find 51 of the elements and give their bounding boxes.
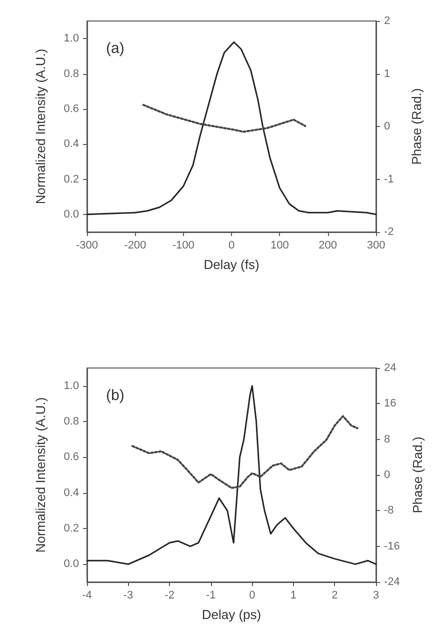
x-tick-label: 100 xyxy=(270,240,289,252)
line-series xyxy=(86,41,377,216)
x-tick-label: 200 xyxy=(318,240,338,252)
x-tick-label: 300 xyxy=(366,240,386,252)
y2-tick-label: -16 xyxy=(384,540,400,552)
x-tick-label: -200 xyxy=(124,240,146,252)
x-axis-title: Delay (ps) xyxy=(202,607,262,622)
y2-axis-title: Phase (Rad.) xyxy=(409,88,424,165)
x-tick-label: -4 xyxy=(82,590,92,602)
y2-tick-label: -2 xyxy=(384,226,394,238)
y2-tick-label: 0 xyxy=(384,120,390,132)
y-axis-title: Normalized Intensity (A.U.) xyxy=(33,397,48,553)
annotation: (b) xyxy=(106,387,124,404)
y2-tick-label: 0 xyxy=(384,469,390,481)
y-tick-label: 0.2 xyxy=(64,173,79,186)
line-series xyxy=(142,104,306,133)
y2-tick-label: 2 xyxy=(384,15,390,27)
x-tick-label: -2 xyxy=(164,590,174,602)
x-tick-label: -100 xyxy=(172,240,194,252)
x-tick-label: -1 xyxy=(206,590,216,602)
x-tick-label: 3 xyxy=(372,590,380,602)
line-series xyxy=(131,415,358,489)
y-tick-label: 0.4 xyxy=(64,138,79,150)
y2-tick-label: -8 xyxy=(384,504,394,517)
y-tick-label: 0.2 xyxy=(64,522,79,534)
y2-tick-label: -1 xyxy=(384,173,394,186)
y-axis-title: Normalized Intensity (A.U.) xyxy=(33,48,48,204)
y2-tick-label: -24 xyxy=(384,576,400,588)
y2-tick-label: 24 xyxy=(384,362,396,374)
x-tick-label: -300 xyxy=(76,240,98,252)
y-tick-label: 1.0 xyxy=(64,380,79,392)
x-tick-label: -3 xyxy=(123,590,134,602)
y-tick-label: 0.8 xyxy=(64,416,79,428)
y2-tick-label: 16 xyxy=(384,398,396,410)
x-tick-label: 0 xyxy=(228,240,235,252)
y2-tick-label: 8 xyxy=(384,433,390,446)
x-tick-label: 1 xyxy=(290,590,296,602)
y-tick-label: 1.0 xyxy=(64,32,79,45)
annotation: (a) xyxy=(106,40,124,57)
line-series xyxy=(86,385,377,565)
x-tick-label: 0 xyxy=(249,590,256,602)
y2-tick-label: 1 xyxy=(384,68,390,80)
y-tick-label: 0.0 xyxy=(64,558,79,570)
y-tick-label: 0.0 xyxy=(64,208,79,220)
y-tick-label: 0.8 xyxy=(64,68,79,80)
y-tick-label: 0.4 xyxy=(64,486,79,499)
x-axis-title: Delay (fs) xyxy=(204,257,260,272)
y-tick-label: 0.6 xyxy=(64,102,79,115)
y-tick-label: 0.6 xyxy=(64,451,79,464)
x-tick-label: 2 xyxy=(332,590,338,602)
y2-axis-title: Phase (Rad.) xyxy=(410,436,425,514)
